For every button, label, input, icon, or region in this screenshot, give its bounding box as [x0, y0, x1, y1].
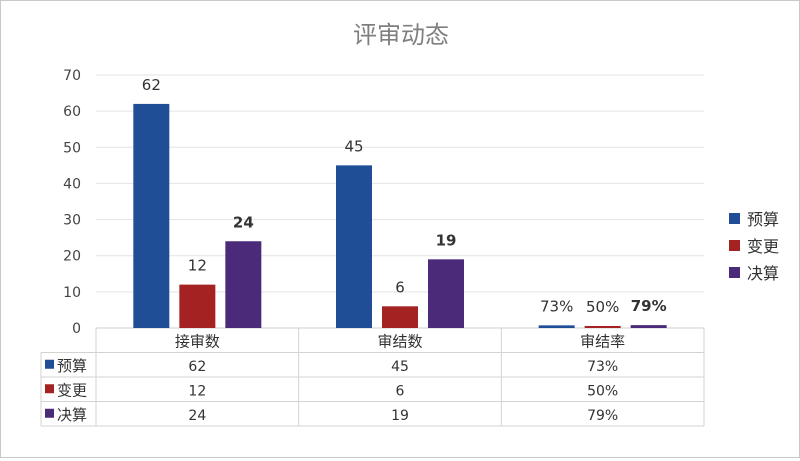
y-tick-label: 60	[63, 104, 81, 120]
bar	[630, 325, 667, 328]
bar	[428, 259, 464, 328]
data-label: 50%	[586, 298, 619, 316]
table-row-header: 决算	[57, 406, 87, 424]
y-tick-label: 50	[63, 140, 81, 156]
table-cell: 79%	[587, 408, 618, 424]
legend-swatch	[729, 213, 740, 224]
data-label: 73%	[540, 297, 573, 315]
table-row-header: 预算	[57, 357, 87, 375]
data-label: 19	[436, 231, 457, 249]
data-label: 79%	[631, 297, 667, 315]
bar	[382, 306, 418, 328]
legend-swatch	[729, 240, 740, 251]
table-cell: 19	[391, 408, 409, 424]
legend-label: 决算	[747, 264, 779, 283]
bar	[584, 326, 621, 328]
bar-labels: 62 12 24 45 6 19 73% 50% 79%	[142, 76, 667, 316]
table-cell: 62	[188, 359, 206, 375]
legend-swatch	[729, 267, 740, 278]
bar	[133, 103, 170, 329]
data-label: 62	[142, 76, 161, 94]
x-category-label: 接审数	[175, 332, 220, 350]
data-label: 45	[344, 137, 363, 155]
grid	[96, 74, 704, 329]
legend-label: 变更	[747, 237, 779, 256]
table-legend-key	[45, 408, 54, 418]
table-cell: 50%	[587, 383, 618, 399]
table-legend-key	[45, 384, 54, 394]
y-tick-label: 70	[63, 68, 81, 84]
y-tick-label: 10	[63, 285, 81, 301]
table-row-header: 变更	[57, 381, 87, 399]
bars	[133, 103, 667, 329]
table-cell: 6	[396, 383, 405, 399]
table-cell: 12	[188, 383, 206, 399]
table-legend-key	[45, 359, 54, 369]
legend-label: 预算	[747, 210, 779, 229]
x-category-label: 审结数	[377, 332, 422, 350]
x-category-label: 审结率	[580, 332, 625, 350]
data-label: 12	[188, 257, 207, 275]
data-label: 6	[395, 278, 405, 296]
table-cell: 45	[391, 359, 409, 375]
bar	[225, 241, 262, 328]
y-tick-label: 40	[63, 176, 81, 192]
bar	[336, 165, 372, 328]
y-axis: 0 10 20 30 40 50 60 70	[63, 68, 81, 337]
bar	[538, 325, 575, 328]
y-tick-label: 20	[63, 249, 81, 265]
y-tick-label: 30	[63, 213, 81, 229]
bar	[179, 284, 216, 328]
y-tick-label: 0	[72, 321, 81, 337]
table-cell: 24	[188, 408, 206, 424]
table-cell: 73%	[587, 359, 618, 375]
chart-title: 评审动态	[353, 21, 449, 49]
data-label: 24	[233, 213, 254, 231]
